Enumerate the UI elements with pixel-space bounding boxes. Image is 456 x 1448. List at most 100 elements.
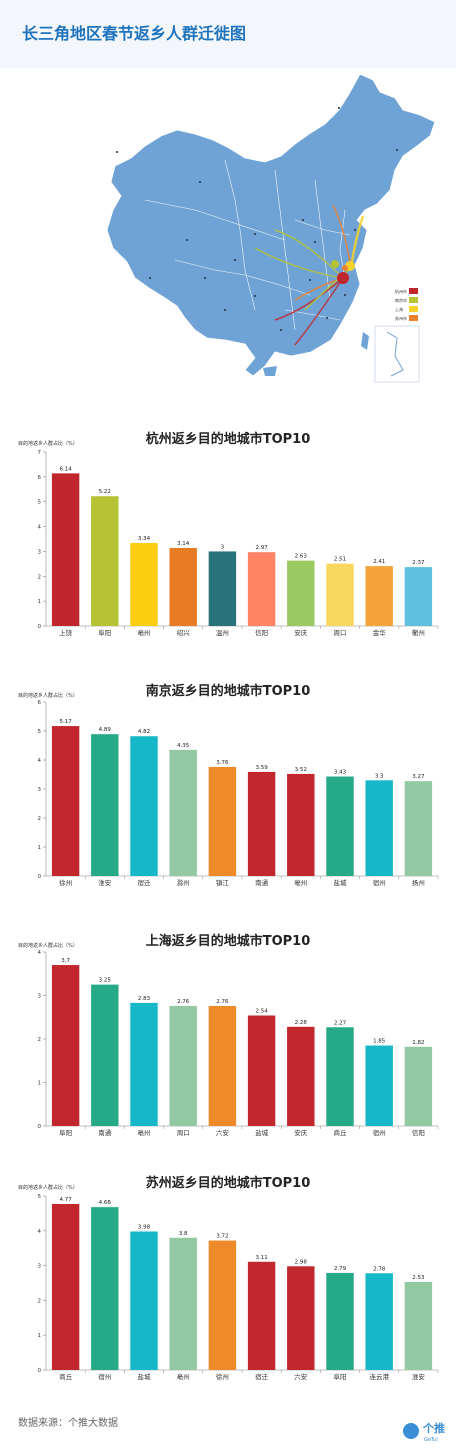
- category-label: 上饶: [59, 628, 73, 637]
- value-label: 4.82: [138, 729, 150, 735]
- bar-chart-svg: 0 1 2 3 4 5 6 5.17 徐州 4.89 淮安 4.82 宿迁 4.35 滁州 3.76 镇江 3.5…: [38, 700, 439, 887]
- bar-宿州: [91, 1207, 119, 1370]
- category-label: 盐城: [138, 1372, 152, 1381]
- bar-南通: [247, 771, 276, 876]
- category-label: 阜阳: [59, 1128, 72, 1137]
- value-label: 2.97: [255, 545, 268, 551]
- bar-信阳: [404, 1046, 433, 1126]
- value-label: 6.14: [59, 466, 72, 472]
- migration-map: 杭州市 南京市 上海 苏州市: [105, 70, 445, 385]
- category-label: 宿州: [98, 1372, 111, 1381]
- value-label: 4.68: [99, 1200, 112, 1206]
- bar-商丘: [51, 1204, 80, 1370]
- value-label: 2.54: [255, 1009, 268, 1015]
- chart-suzhou: 苏州返乡目的地城市TOP10 目的地返乡人群占比（%） 0 1 2 3 4 5 4.77 商丘…: [0, 1162, 456, 1398]
- value-label: 2.51: [334, 557, 346, 563]
- category-label: 六安: [216, 1128, 230, 1137]
- category-label: 宿州: [373, 1128, 386, 1137]
- bar-徐州: [208, 1240, 237, 1370]
- category-label: 滁州: [177, 878, 190, 887]
- category-label: 阜阳: [98, 628, 111, 637]
- legend-swatch: [409, 315, 418, 321]
- y-tick-label: 0: [38, 1368, 42, 1374]
- bar-金华: [365, 566, 393, 626]
- value-label: 4.77: [59, 1197, 72, 1203]
- chart-shanghai: 上海返乡目的地城市TOP10 目的地返乡人群占比（%） 0 1 2 3 4 3.7 阜阳 3.…: [0, 918, 456, 1154]
- value-label: 2.76: [216, 999, 229, 1005]
- value-label: 5.17: [59, 719, 72, 725]
- value-label: 3.14: [177, 541, 190, 547]
- category-label: 徐州: [216, 1372, 229, 1381]
- category-label: 阜阳: [334, 1372, 347, 1381]
- bar-亳州: [169, 1237, 197, 1370]
- y-tick-label: 3: [38, 787, 42, 793]
- category-label: 淮安: [98, 878, 112, 887]
- migration-flows: [254, 204, 365, 346]
- bar-盐城: [247, 1015, 276, 1126]
- category-label: 周口: [334, 629, 347, 637]
- legend-swatch: [409, 297, 418, 303]
- value-label: 3: [221, 544, 225, 550]
- bar-淮安: [91, 734, 119, 876]
- category-label: 南通: [255, 878, 269, 887]
- bar-连云港: [365, 1273, 393, 1370]
- bar-衢州: [404, 567, 433, 626]
- category-label: 商丘: [59, 1372, 73, 1381]
- value-label: 2.28: [295, 1020, 308, 1026]
- y-axis-label: 目的地返乡人群占比（%）: [18, 1185, 78, 1191]
- bar-扬州: [404, 781, 433, 876]
- value-label: 3.72: [216, 1234, 228, 1240]
- value-label: 2.27: [334, 1020, 347, 1026]
- bar-上饶: [51, 473, 80, 626]
- bar-六安: [208, 1005, 237, 1126]
- bar-宿州: [365, 780, 393, 876]
- y-tick-label: 2: [38, 1298, 42, 1304]
- bar-南通: [91, 984, 119, 1126]
- hainan-shape: [263, 366, 277, 376]
- value-label: 1.85: [373, 1039, 386, 1045]
- y-axis-label: 目的地返乡人群占比（%）: [18, 693, 78, 699]
- category-label: 周口: [177, 1129, 190, 1137]
- y-tick-label: 0: [38, 1124, 42, 1130]
- logo-text: 个推: [422, 1421, 445, 1435]
- legend-label: 苏州市: [395, 315, 407, 321]
- y-tick-label: 4: [38, 1229, 42, 1235]
- category-label: 绍兴: [177, 628, 191, 637]
- bar-盐城: [326, 776, 354, 876]
- bar-周口: [169, 1005, 197, 1126]
- category-label: 宿迁: [255, 1372, 269, 1381]
- category-label: 盐城: [255, 1128, 269, 1137]
- bar-徐州: [51, 726, 80, 876]
- y-axis-label: 目的地返乡人群占比（%）: [18, 441, 78, 447]
- category-label: 安庆: [294, 1128, 308, 1137]
- bar-安庆: [287, 560, 315, 626]
- y-tick-label: 4: [38, 525, 42, 531]
- value-label: 2.37: [412, 560, 425, 566]
- category-label: 衢州: [412, 628, 425, 637]
- value-label: 2.78: [373, 1266, 386, 1272]
- value-label: 2.98: [295, 1259, 308, 1265]
- value-label: 2.76: [177, 999, 190, 1005]
- category-label: 徐州: [59, 878, 72, 887]
- legend-label: 上海: [395, 306, 403, 312]
- y-tick-label: 4: [38, 758, 42, 764]
- bar-阜阳: [326, 1272, 354, 1370]
- value-label: 3.3: [375, 773, 384, 779]
- bar-淮安: [404, 1281, 433, 1370]
- bar-chart-svg: 0 1 2 3 4 5 4.77 商丘 4.68 宿州 3.98 盐城 3.8 亳州 3.72 徐州 3.11 宿…: [38, 1194, 439, 1381]
- bar-阜阳: [91, 496, 119, 626]
- bar-温州: [208, 551, 237, 626]
- taiwan-shape: [361, 332, 369, 350]
- y-tick-label: 1: [38, 1333, 42, 1339]
- y-tick-label: 2: [38, 1037, 42, 1043]
- value-label: 3.98: [138, 1224, 151, 1230]
- bar-商丘: [326, 1027, 354, 1126]
- page-title: 长三角地区春节返乡人群迁徙图: [22, 24, 247, 43]
- y-tick-label: 3: [38, 994, 42, 1000]
- bar-亳州: [287, 773, 315, 876]
- category-label: 镇江: [216, 878, 230, 887]
- y-tick-label: 5: [38, 729, 42, 735]
- value-label: 3.43: [334, 770, 347, 776]
